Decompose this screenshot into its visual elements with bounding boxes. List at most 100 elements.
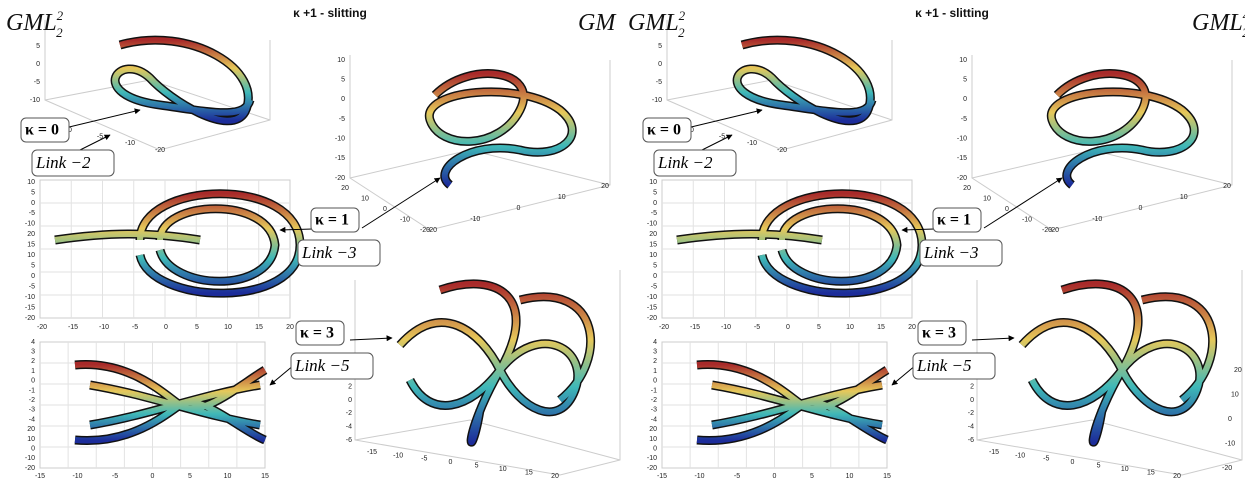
title-base: GML bbox=[628, 10, 679, 36]
link-label: Link −2 bbox=[657, 153, 713, 172]
tick-label: 10 bbox=[224, 324, 232, 331]
tick-label: -10 bbox=[25, 455, 35, 462]
surface-ribbon bbox=[677, 194, 922, 293]
panel: 50-5-100-5-10-201050-5-10-15-2020100-10-… bbox=[628, 6, 1245, 480]
tick-label: 5 bbox=[810, 473, 814, 480]
tick-label: -20 bbox=[957, 175, 967, 182]
tick-label: -20 bbox=[37, 324, 47, 331]
tick-label: 15 bbox=[1147, 469, 1155, 476]
tick-label: -15 bbox=[25, 304, 35, 311]
kappa-label: κ = 3 bbox=[922, 325, 956, 342]
kappa-label: κ = 0 bbox=[25, 122, 59, 139]
tick-label: 2 bbox=[653, 358, 657, 365]
surface-ribbon bbox=[677, 194, 922, 293]
tick-label: -20 bbox=[1222, 465, 1232, 472]
tick-label: -1 bbox=[29, 387, 35, 394]
tick-label: -6 bbox=[346, 437, 352, 444]
tick-label: 15 bbox=[877, 324, 885, 331]
tick-label: 0 bbox=[31, 445, 35, 452]
tick-label: 0 bbox=[164, 324, 168, 331]
tick-label: 15 bbox=[883, 473, 891, 480]
tick-label: 10 bbox=[846, 473, 854, 480]
arrow bbox=[350, 338, 392, 340]
surface-ribbon bbox=[1022, 284, 1213, 442]
tick-label: -10 bbox=[721, 324, 731, 331]
tick-label: -5 bbox=[961, 116, 967, 123]
tick-label: 5 bbox=[195, 324, 199, 331]
tick-label: 5 bbox=[31, 189, 35, 196]
tick-label: 20 bbox=[908, 324, 916, 331]
tick-label: -4 bbox=[651, 416, 657, 423]
tick-label: 0 bbox=[653, 378, 657, 385]
tick-label: 0 bbox=[151, 473, 155, 480]
tick-label: 5 bbox=[36, 43, 40, 50]
tick-label: 0 bbox=[970, 397, 974, 404]
tick-label: -20 bbox=[647, 315, 657, 322]
tick-label: 10 bbox=[558, 194, 566, 201]
tick-label: 0 bbox=[31, 273, 35, 280]
tick-label: -10 bbox=[1022, 216, 1032, 223]
tick-label: -20 bbox=[25, 315, 35, 322]
tick-label: 0 bbox=[1139, 205, 1143, 212]
tick-label: 20 bbox=[27, 231, 35, 238]
arrow bbox=[972, 338, 1014, 340]
tick-label: 0 bbox=[448, 459, 452, 466]
tick-label: 10 bbox=[27, 179, 35, 186]
title-sub: 2 bbox=[56, 25, 63, 40]
tick-label: -20 bbox=[427, 227, 437, 234]
link-label: Link −3 bbox=[923, 243, 978, 262]
tick-label: -5 bbox=[1043, 456, 1049, 463]
tick-label: -5 bbox=[132, 324, 138, 331]
title-base: GM bbox=[578, 10, 617, 36]
tick-label: 1 bbox=[31, 368, 35, 375]
tick-label: 10 bbox=[1121, 466, 1129, 473]
tick-label: -5 bbox=[651, 283, 657, 290]
tick-label: 20 bbox=[286, 324, 294, 331]
tick-label: -20 bbox=[155, 147, 165, 154]
tick-label: 10 bbox=[1231, 391, 1239, 398]
tick-label: -20 bbox=[335, 175, 345, 182]
tick-label: -5 bbox=[651, 210, 657, 217]
kappa-label: κ = 0 bbox=[647, 122, 681, 139]
tick-label: -2 bbox=[29, 397, 35, 404]
tick-label: -15 bbox=[957, 155, 967, 162]
tick-label: 10 bbox=[1180, 194, 1188, 201]
tick-label: -4 bbox=[346, 424, 352, 431]
tick-label: 10 bbox=[27, 436, 35, 443]
tick-label: -10 bbox=[335, 136, 345, 143]
tick-label: 0 bbox=[786, 324, 790, 331]
surface-ribbon bbox=[400, 284, 591, 442]
link-label: Link −5 bbox=[916, 356, 971, 375]
tick-label: -10 bbox=[957, 136, 967, 143]
title-sup: 2 bbox=[679, 8, 686, 23]
tick-label: 20 bbox=[601, 183, 609, 190]
tick-label: -10 bbox=[25, 294, 35, 301]
surface-ribbon bbox=[55, 194, 300, 293]
kappa-label: κ = 1 bbox=[315, 212, 349, 229]
tick-label: -4 bbox=[968, 424, 974, 431]
surface-ribbon bbox=[55, 194, 300, 293]
tick-label: -20 bbox=[659, 324, 669, 331]
tick-label: 10 bbox=[361, 195, 369, 202]
tick-label: 0 bbox=[653, 273, 657, 280]
tick-label: -10 bbox=[393, 452, 403, 459]
tick-label: -5 bbox=[112, 473, 118, 480]
tick-label: -5 bbox=[754, 324, 760, 331]
tick-label: 10 bbox=[27, 252, 35, 259]
tick-label: 3 bbox=[31, 349, 35, 356]
tick-label: -15 bbox=[989, 449, 999, 456]
tick-label: 20 bbox=[963, 185, 971, 192]
tick-label: 1 bbox=[653, 368, 657, 375]
tick-label: -10 bbox=[99, 324, 109, 331]
tick-label: -15 bbox=[335, 155, 345, 162]
tick-label: 10 bbox=[983, 195, 991, 202]
tick-label: 0 bbox=[341, 96, 345, 103]
panel-title: GML22 bbox=[628, 8, 686, 40]
panel-title: GML22 bbox=[6, 8, 64, 40]
tick-label: -10 bbox=[72, 473, 82, 480]
tick-label: 5 bbox=[653, 263, 657, 270]
tick-label: -4 bbox=[29, 416, 35, 423]
axes-frame bbox=[972, 150, 1232, 185]
tick-label: -5 bbox=[656, 79, 662, 86]
tick-label: 0 bbox=[348, 397, 352, 404]
